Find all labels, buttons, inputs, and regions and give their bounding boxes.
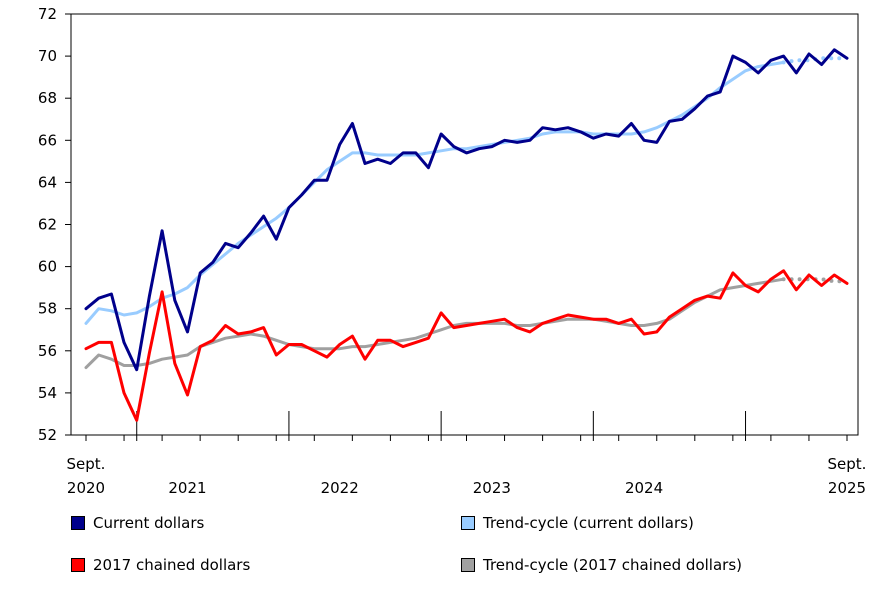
y-tick-label: 68	[38, 89, 57, 107]
y-tick-label: 58	[38, 300, 57, 318]
y-tick-label: 64	[38, 173, 57, 191]
legend-swatch-chained	[71, 558, 85, 572]
legend-item-current: Current dollars	[71, 514, 204, 532]
series-layer	[84, 48, 849, 422]
series-current-dollars	[84, 48, 849, 372]
legend-label-trend-current: Trend-cycle (current dollars)	[483, 514, 694, 532]
legend-swatch-trend-current	[461, 516, 475, 530]
series-line	[84, 269, 849, 422]
series-2017-chained-dollars	[84, 269, 849, 422]
series-trend-cycle-current-dollars	[84, 56, 849, 325]
legend-label-chained: 2017 chained dollars	[93, 556, 251, 574]
x-tick-label: 2023	[473, 479, 511, 497]
x-tick-label: 2020	[67, 479, 105, 497]
plot-frame	[70, 13, 859, 436]
y-tick-label: 52	[38, 426, 57, 444]
legend-item-trend-chained: Trend-cycle (2017 chained dollars)	[461, 556, 742, 574]
legend-item-trend-current: Trend-cycle (current dollars)	[461, 514, 694, 532]
x-tick-label: 2021	[168, 479, 206, 497]
series-trend-cycle-2017-chained-dollars	[84, 277, 849, 370]
legend-swatch-trend-chained	[461, 558, 475, 572]
y-tick-label: 56	[38, 342, 57, 360]
y-tick-label: 62	[38, 216, 57, 234]
legend-label-trend-chained: Trend-cycle (2017 chained dollars)	[483, 556, 742, 574]
y-tick-label: 60	[38, 258, 57, 276]
x-tick-label: 2024	[625, 479, 663, 497]
legend-item-chained: 2017 chained dollars	[71, 556, 250, 574]
legend-swatch-current	[71, 516, 85, 530]
x-tick-label: 2025	[828, 479, 866, 497]
y-axis: 52 54 56 58 60 62 64 66 68 70 72	[38, 5, 859, 444]
series-line	[84, 60, 786, 325]
y-tick-label: 66	[38, 131, 57, 149]
y-tick-label: 70	[38, 47, 57, 65]
y-tick-label: 54	[38, 384, 57, 402]
x-tick-label: 2022	[321, 479, 359, 497]
series-line	[84, 48, 849, 372]
y-tick-label: 72	[38, 5, 57, 23]
x-tick-label-line1: Sept.	[67, 455, 106, 473]
x-axis: Sept. 2020 2021 2022 2023 2024 Sept. 2025	[67, 411, 867, 497]
legend-label-current: Current dollars	[93, 514, 205, 532]
x-tick-label-line1: Sept.	[828, 455, 867, 473]
